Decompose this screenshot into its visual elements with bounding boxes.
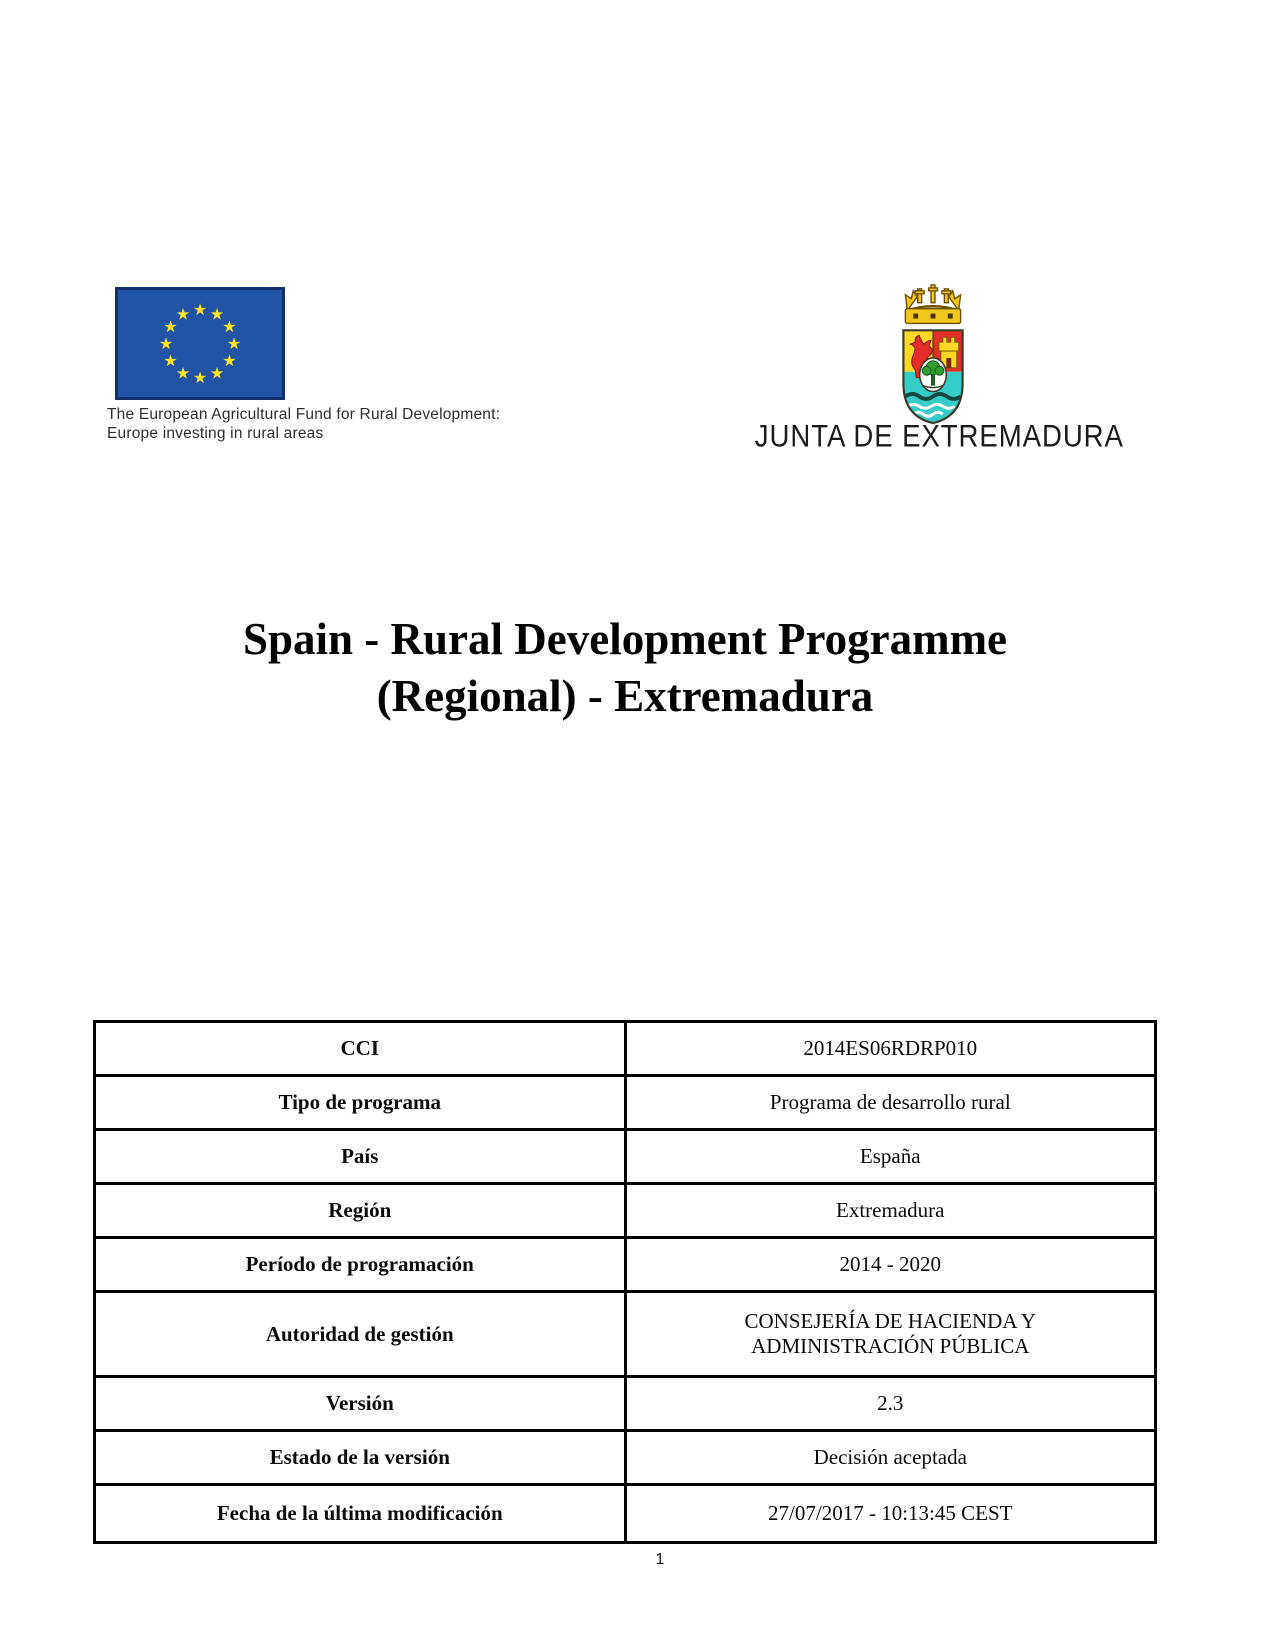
- row-value: CONSEJERÍA DE HACIENDA Y ADMINISTRACIÓN …: [623, 1290, 1157, 1378]
- svg-text:★: ★: [176, 305, 190, 324]
- table-row-region: Región Extremadura: [93, 1182, 1157, 1239]
- svg-text:★: ★: [193, 300, 207, 319]
- page-number: 1: [655, 1551, 665, 1568]
- svg-text:★: ★: [210, 363, 224, 382]
- row-value: 27/07/2017 - 10:13:45 CEST: [623, 1483, 1157, 1544]
- svg-text:★: ★: [176, 363, 190, 382]
- table-row-fecha: Fecha de la última modificación 27/07/20…: [93, 1483, 1157, 1544]
- tower: [938, 336, 960, 369]
- eu-flag-stars: ★ ★ ★ ★ ★ ★ ★ ★ ★ ★ ★ ★: [159, 300, 241, 387]
- eu-fund-caption: The European Agricultural Fund for Rural…: [107, 406, 567, 443]
- document-title: Spain - Rural Development Programme (Reg…: [93, 611, 1157, 725]
- programme-info-table: CCI 2014ES06RDRP010 Tipo de programa Pro…: [93, 1020, 1157, 1544]
- table-row-estado: Estado de la versión Decisión aceptada: [93, 1429, 1157, 1486]
- row-value: Extremadura: [623, 1182, 1157, 1239]
- document-title-line1: Spain - Rural Development Programme: [242, 614, 1008, 664]
- table-row-periodo: Período de programación 2014 - 2020: [93, 1236, 1157, 1293]
- row-value: Decisión aceptada: [623, 1429, 1157, 1486]
- table-row-autoridad: Autoridad de gestión CONSEJERÍA DE HACIE…: [93, 1290, 1157, 1378]
- row-label: Región: [93, 1182, 627, 1239]
- junta-de-extremadura-label: JUNTA DE EXTREMADURA: [754, 419, 1124, 454]
- row-label: Tipo de programa: [93, 1074, 627, 1131]
- svg-text:★: ★: [210, 305, 224, 324]
- table-row-version: Versión 2.3: [93, 1375, 1157, 1432]
- row-label: País: [93, 1128, 627, 1185]
- row-label: Autoridad de gestión: [93, 1290, 627, 1378]
- tree-oval: [918, 357, 948, 393]
- row-value: Programa de desarrollo rural: [623, 1074, 1157, 1131]
- svg-text:★: ★: [193, 368, 207, 387]
- svg-text:★: ★: [163, 317, 177, 336]
- row-value: España: [623, 1128, 1157, 1185]
- row-value: 2014ES06RDRP010: [623, 1020, 1157, 1077]
- row-label: CCI: [93, 1020, 627, 1077]
- eu-flag-field: [115, 287, 285, 400]
- table-row-pais: País España: [93, 1128, 1157, 1185]
- shield: [902, 329, 964, 425]
- row-label: Estado de la versión: [93, 1429, 627, 1486]
- row-label: Período de programación: [93, 1236, 627, 1293]
- row-value: 2014 - 2020: [623, 1236, 1157, 1293]
- svg-text:★: ★: [159, 334, 173, 353]
- row-label: Versión: [93, 1375, 627, 1432]
- eu-fund-caption-line2: Europe investing in rural areas: [107, 424, 324, 442]
- svg-text:★: ★: [222, 351, 236, 370]
- row-value: 2.3: [623, 1375, 1157, 1432]
- crown: [904, 284, 962, 325]
- eu-fund-caption-line1: The European Agricultural Fund for Rural…: [107, 406, 501, 423]
- svg-text:★: ★: [163, 351, 177, 370]
- row-label: Fecha de la última modificación: [93, 1483, 627, 1544]
- svg-text:★: ★: [222, 317, 236, 336]
- extremadura-coat-of-arms-icon: [902, 284, 964, 425]
- document-title-line2: (Regional) - Extremadura: [376, 671, 874, 721]
- svg-text:★: ★: [227, 334, 241, 353]
- eu-flag-icon: ★ ★ ★ ★ ★ ★ ★ ★ ★ ★ ★ ★: [115, 287, 285, 400]
- table-row-cci: CCI 2014ES06RDRP010: [93, 1020, 1157, 1077]
- table-row-tipo-de-programa: Tipo de programa Programa de desarrollo …: [93, 1074, 1157, 1131]
